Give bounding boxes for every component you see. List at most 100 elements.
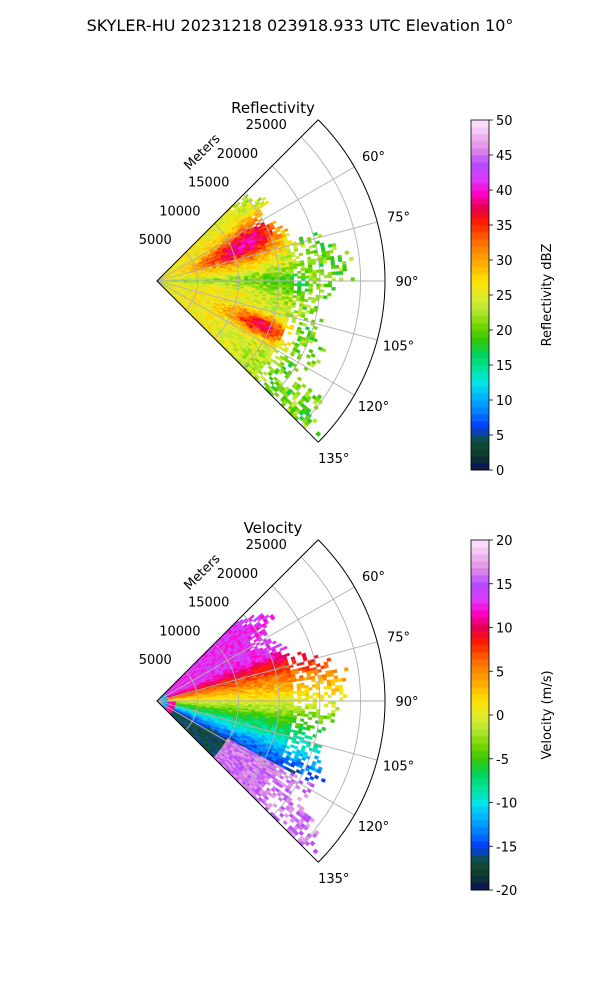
radar-cell <box>297 285 302 289</box>
radar-cell <box>328 249 334 254</box>
radar-cell <box>297 288 302 292</box>
radar-cell <box>308 291 313 295</box>
colorbar-segment <box>471 190 489 198</box>
radar-cell <box>270 274 275 278</box>
radar-cell <box>282 283 287 286</box>
radar-cell <box>308 264 313 268</box>
colorbar-segment <box>471 302 489 310</box>
radar-cell <box>337 258 343 263</box>
radar-cell <box>296 263 301 267</box>
radar-cell <box>296 297 301 302</box>
colorbar-segment <box>471 176 489 184</box>
radar-cell <box>298 252 304 257</box>
theta-tick-label: 135° <box>318 452 349 467</box>
radar-cell <box>293 283 298 287</box>
radar-cell <box>285 276 291 279</box>
colorbar-segment <box>471 379 489 387</box>
radar-cell <box>274 276 279 280</box>
colorbar-segment <box>471 421 489 429</box>
radar-cell <box>320 283 325 287</box>
radar-cell <box>304 275 310 279</box>
radar-cell <box>319 269 325 273</box>
colorbar-segment <box>471 323 489 331</box>
colorbar-tick-label: 15 <box>496 359 513 374</box>
radar-cell <box>334 264 340 269</box>
radar-cell <box>307 296 313 301</box>
colorbar-tick-label: 5 <box>496 429 504 444</box>
radar-cell <box>285 285 291 289</box>
radar-cell <box>285 269 290 273</box>
radar-cell <box>311 261 316 265</box>
colorbar-segment <box>471 442 489 450</box>
radar-cell <box>281 271 287 275</box>
radar-cell <box>266 274 272 278</box>
radar-cell <box>323 295 328 300</box>
radar-cell <box>289 268 294 272</box>
colorbar-segment <box>471 155 489 163</box>
colorbar-segment <box>471 253 489 261</box>
radar-cell <box>335 271 340 275</box>
radar-cell <box>306 304 312 309</box>
radar-cell <box>247 277 253 280</box>
polar-panel-reflectivity: Reflectivity500010000150002000025000Mete… <box>139 99 419 467</box>
panel-title: Reflectivity <box>231 99 315 117</box>
radar-cell <box>327 292 332 297</box>
colorbar-segment <box>471 400 489 408</box>
radar-cell <box>263 276 268 280</box>
colorbar-segment <box>471 281 489 289</box>
colorbar-segment <box>471 330 489 338</box>
theta-tick-label: 60° <box>362 150 385 165</box>
radar-cell <box>309 250 315 255</box>
radar-cell <box>289 273 294 277</box>
radar-cell <box>251 275 256 278</box>
radar-cell <box>274 282 279 286</box>
colorbar-segment <box>471 309 489 317</box>
colorbar-segment <box>471 463 489 471</box>
radar-cell <box>274 284 279 288</box>
colorbar-segment <box>471 260 489 268</box>
radar-cell <box>291 253 296 258</box>
radar-cell <box>305 309 311 314</box>
colorbar-segment <box>471 358 489 366</box>
radar-cell <box>326 256 331 261</box>
colorbar-segment <box>471 204 489 212</box>
colorbar-segment <box>471 218 489 226</box>
radar-cell <box>285 273 291 277</box>
colorbar-segment <box>471 414 489 422</box>
colorbar-segment <box>471 120 489 128</box>
colorbar-segment <box>471 295 489 303</box>
colorbar-segment <box>471 365 489 373</box>
colorbar-tick-label: 10 <box>496 394 513 409</box>
radar-cell <box>274 274 279 278</box>
radar-cell <box>281 269 287 273</box>
colorbar-segment <box>471 288 489 296</box>
radar-cell <box>255 277 260 280</box>
colorbar-segment <box>471 183 489 191</box>
colorbar-segment <box>471 197 489 205</box>
radar-cell <box>322 259 328 264</box>
colorbar-segment <box>471 239 489 247</box>
radar-cell <box>282 274 287 277</box>
radar-cell <box>308 275 313 279</box>
radar-cell <box>259 275 264 278</box>
radar-cell <box>240 277 245 280</box>
radar-cell <box>282 276 287 279</box>
radar-cell <box>331 286 336 291</box>
colorbar-tick-label: 30 <box>496 254 513 269</box>
colorbar-segment <box>471 344 489 352</box>
radar-cell <box>244 277 249 280</box>
radar-cell <box>319 263 324 267</box>
colorbar-segment <box>471 148 489 156</box>
radar-cell <box>327 280 332 285</box>
colorbar-segment <box>471 162 489 170</box>
radar-cell <box>327 283 332 288</box>
radar-cell <box>304 283 310 287</box>
radar-cell <box>308 283 313 287</box>
radar-cell <box>297 275 302 279</box>
radar-cell <box>232 278 237 280</box>
radar-cell <box>251 277 256 280</box>
colorbar-tick-label: 35 <box>496 219 513 234</box>
radar-cell <box>320 272 325 276</box>
